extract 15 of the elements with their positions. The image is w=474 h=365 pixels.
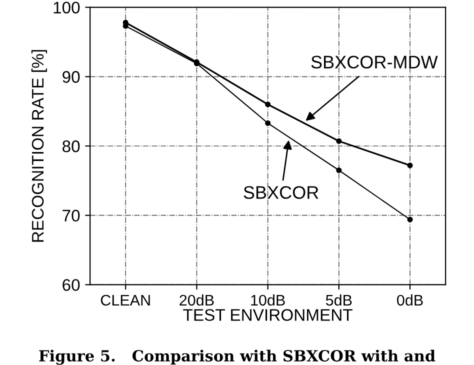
y-tick-label: 100 [54,2,80,14]
y-tick-label: 90 [62,71,80,83]
legend-label: SBXCOR [244,186,318,199]
x-tick-label: 0dB [397,294,423,306]
text: SBXCOR-MDW [311,56,438,69]
caption: Figure 5. Comparison with SBXCOR with and [39,350,436,365]
y-tick-label: 60 [62,279,80,291]
x-tick-label: 20dB [180,294,214,306]
x-tick-label: CLEAN [100,294,150,306]
y-tick-label: 80 [62,140,80,152]
y-tick-label: 70 [62,210,80,222]
y-axis-title: RECOGNITION RATE [%] [31,50,47,242]
x-axis-title: TEST ENVIRONMENT [183,309,352,321]
x-tick-label: 5dB [326,294,352,306]
x-tick-label: 10dB [251,294,285,306]
